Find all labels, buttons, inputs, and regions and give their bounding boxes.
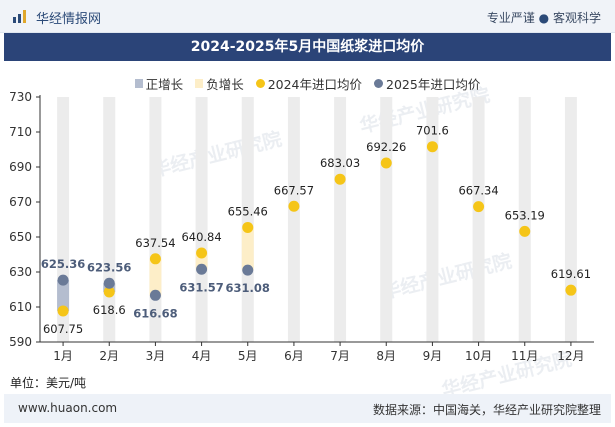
data-label-2024: 667.57 <box>274 183 314 197</box>
data-label-2025: 631.08 <box>226 281 270 295</box>
background-column <box>518 97 531 342</box>
x-tick-label: 9月 <box>423 349 443 363</box>
logo-icon <box>13 10 26 23</box>
tagline: 专业严谨 ● 客观科学 <box>487 9 601 26</box>
data-point-2024 <box>57 305 69 317</box>
tagline-dot: ● <box>538 11 550 25</box>
y-tick-label: 690 <box>9 160 32 174</box>
y-tick-label: 650 <box>9 230 32 244</box>
data-point-2024 <box>426 141 438 153</box>
data-label-2024: 618.6 <box>93 303 126 317</box>
legend-item: 2025年进口均价 <box>374 74 480 93</box>
background-column <box>149 97 162 342</box>
legend-label: 负增长 <box>206 76 244 92</box>
background-column <box>380 97 393 342</box>
data-label-2024: 653.19 <box>505 208 545 222</box>
background-column <box>195 97 208 342</box>
data-label-2024: 655.46 <box>228 204 268 218</box>
data-point-2024 <box>196 247 208 259</box>
legend-label: 2024年进口均价 <box>267 76 363 92</box>
x-tick-label: 8月 <box>376 349 396 363</box>
legend-swatch <box>374 78 384 88</box>
legend-label: 正增长 <box>145 76 184 92</box>
x-tick-label: 4月 <box>192 349 212 363</box>
data-label-2024: 619.61 <box>551 267 591 281</box>
y-tick-label: 590 <box>9 335 32 349</box>
x-tick-label: 11月 <box>511 349 538 363</box>
y-tick-label: 630 <box>9 265 32 279</box>
chart-title: 2024-2025年5月中国纸浆进口均价 <box>190 39 425 55</box>
legend-label: 2025年进口均价 <box>386 76 481 92</box>
legend-swatch <box>195 78 204 88</box>
x-tick-label: 7月 <box>330 349 350 363</box>
y-tick-label: 710 <box>9 125 32 139</box>
legend-item: 正增长 <box>134 74 184 93</box>
footer-bar: www.huaon.com 数据来源：中国海关，华经产业研究院整理 <box>4 394 611 423</box>
data-label-2025: 625.36 <box>41 257 85 271</box>
y-tick-label: 730 <box>9 90 32 104</box>
data-label-2025: 631.57 <box>179 280 223 294</box>
background-column <box>57 97 70 342</box>
title-bar: 2024-2025年5月中国纸浆进口均价 <box>4 33 611 61</box>
legend-item: 2024年进口均价 <box>255 74 363 93</box>
data-label-2024: 607.75 <box>43 322 83 336</box>
data-point-2025 <box>149 289 161 301</box>
data-point-2025 <box>196 263 208 275</box>
data-point-2025 <box>242 264 254 276</box>
data-label-2025: 623.56 <box>87 260 131 274</box>
data-point-2025 <box>103 277 115 289</box>
background-column <box>334 97 347 342</box>
unit-label: 单位：美元/吨 <box>10 376 87 390</box>
data-point-2024 <box>565 284 577 296</box>
data-source: 数据来源：中国海关，华经产业研究院整理 <box>372 403 601 417</box>
background-column <box>287 97 300 342</box>
brand-name: 华经情报网 <box>36 12 102 27</box>
background-column <box>564 97 577 342</box>
tagline-left: 专业严谨 <box>486 11 535 25</box>
data-point-2024 <box>242 221 254 233</box>
change-bar <box>241 227 254 271</box>
data-point-2024 <box>334 173 346 185</box>
legend-swatch <box>255 78 265 88</box>
y-tick-label: 670 <box>9 195 32 209</box>
footer-site[interactable]: www.huaon.com <box>18 401 118 415</box>
legend-swatch <box>134 78 143 88</box>
data-label-2024: 701.6 <box>416 124 449 138</box>
data-point-2024 <box>103 286 115 298</box>
data-point-2025 <box>57 274 69 286</box>
y-tick-label: 610 <box>9 300 32 314</box>
chart-legend: 正增长 负增长 2024年进口均价 2025年进口均价 <box>0 74 615 92</box>
data-point-2024 <box>380 157 392 169</box>
top-bar: 华经情报网 专业严谨 ● 客观科学 <box>0 0 615 33</box>
data-label-2024: 640.84 <box>181 230 221 244</box>
data-point-2024 <box>519 225 531 237</box>
change-bar <box>149 258 162 296</box>
background-column <box>241 97 254 342</box>
data-point-2024 <box>473 201 485 213</box>
data-label-2024: 637.54 <box>135 236 175 250</box>
x-tick-label: 3月 <box>146 349 166 363</box>
data-point-2024 <box>288 200 300 212</box>
x-tick-label: 5月 <box>238 349 258 363</box>
legend-item: 负增长 <box>195 74 244 93</box>
x-tick-label: 6月 <box>284 349 304 363</box>
x-tick-label: 2月 <box>99 349 119 363</box>
background-column <box>426 97 439 342</box>
data-label-2024: 683.03 <box>320 156 360 170</box>
x-tick-label: 10月 <box>465 349 492 363</box>
x-tick-label: 12月 <box>557 349 584 363</box>
data-point-2024 <box>149 253 161 265</box>
data-label-2024: 667.34 <box>458 184 498 198</box>
change-bar <box>57 280 70 311</box>
tagline-right: 客观科学 <box>552 11 601 25</box>
data-label-2025: 616.68 <box>133 306 177 320</box>
x-tick-label: 1月 <box>53 349 73 363</box>
background-column <box>472 97 485 342</box>
data-label-2024: 692.26 <box>366 140 406 154</box>
